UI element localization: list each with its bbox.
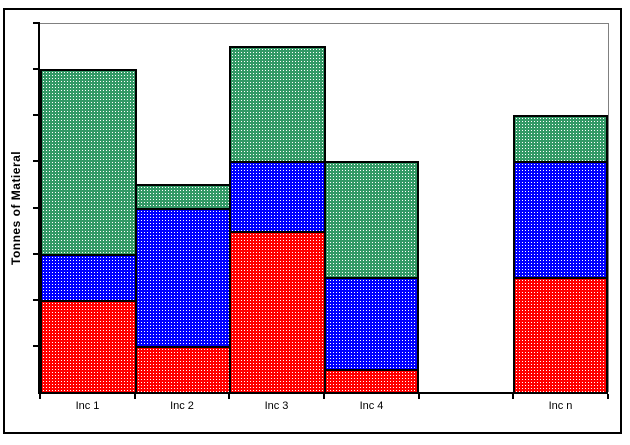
x-axis-tick [323, 394, 325, 399]
x-axis-tick [607, 394, 609, 399]
bar-segment-bottom-red-Inc 3 [229, 231, 326, 392]
category-label-inc-4: Inc 4 [359, 400, 384, 412]
y-axis [38, 22, 40, 394]
bar-segment-middle-blue-Inc 2 [135, 208, 231, 346]
bar-segment-top-green-Inc 1 [40, 69, 137, 254]
y-axis-tick [33, 299, 38, 301]
y-axis-tick [33, 114, 38, 116]
y-axis-tick [33, 253, 38, 255]
bar-segment-middle-blue-Inc 1 [40, 254, 137, 300]
bar-segment-bottom-red-Inc 4 [324, 369, 419, 392]
bar-segment-top-green-Inc n [513, 115, 608, 161]
bar-segment-top-green-Inc 4 [324, 161, 419, 277]
x-axis-tick [418, 394, 420, 399]
y-axis-tick [33, 22, 38, 24]
plot-top-gridline [40, 23, 609, 24]
x-axis-tick [512, 394, 514, 399]
bar-segment-bottom-red-Inc 1 [40, 300, 137, 392]
y-axis-tick [33, 345, 38, 347]
category-label-inc-2: Inc 2 [170, 400, 194, 412]
bar-segment-middle-blue-Inc 4 [324, 277, 419, 369]
x-axis-tick [134, 394, 136, 399]
bar-segment-top-green-Inc 3 [229, 46, 326, 161]
bar-segment-middle-blue-Inc 3 [229, 161, 326, 231]
bar-segment-bottom-red-Inc n [513, 277, 608, 392]
bar-segment-middle-blue-Inc n [513, 161, 608, 277]
bar-segment-top-green-Inc 2 [135, 184, 231, 208]
x-axis-tick [228, 394, 230, 399]
category-label-inc-3: Inc 3 [264, 400, 289, 412]
category-label-inc-1: Inc 1 [75, 400, 100, 412]
category-label-inc-n: Inc n [548, 400, 573, 412]
y-axis-tick [33, 68, 38, 70]
bar-segment-bottom-red-Inc 2 [135, 346, 231, 392]
x-axis [38, 392, 608, 394]
x-axis-tick [39, 394, 41, 399]
y-axis-tick [33, 207, 38, 209]
y-axis-tick [33, 160, 38, 162]
plot-right-border [608, 23, 609, 392]
